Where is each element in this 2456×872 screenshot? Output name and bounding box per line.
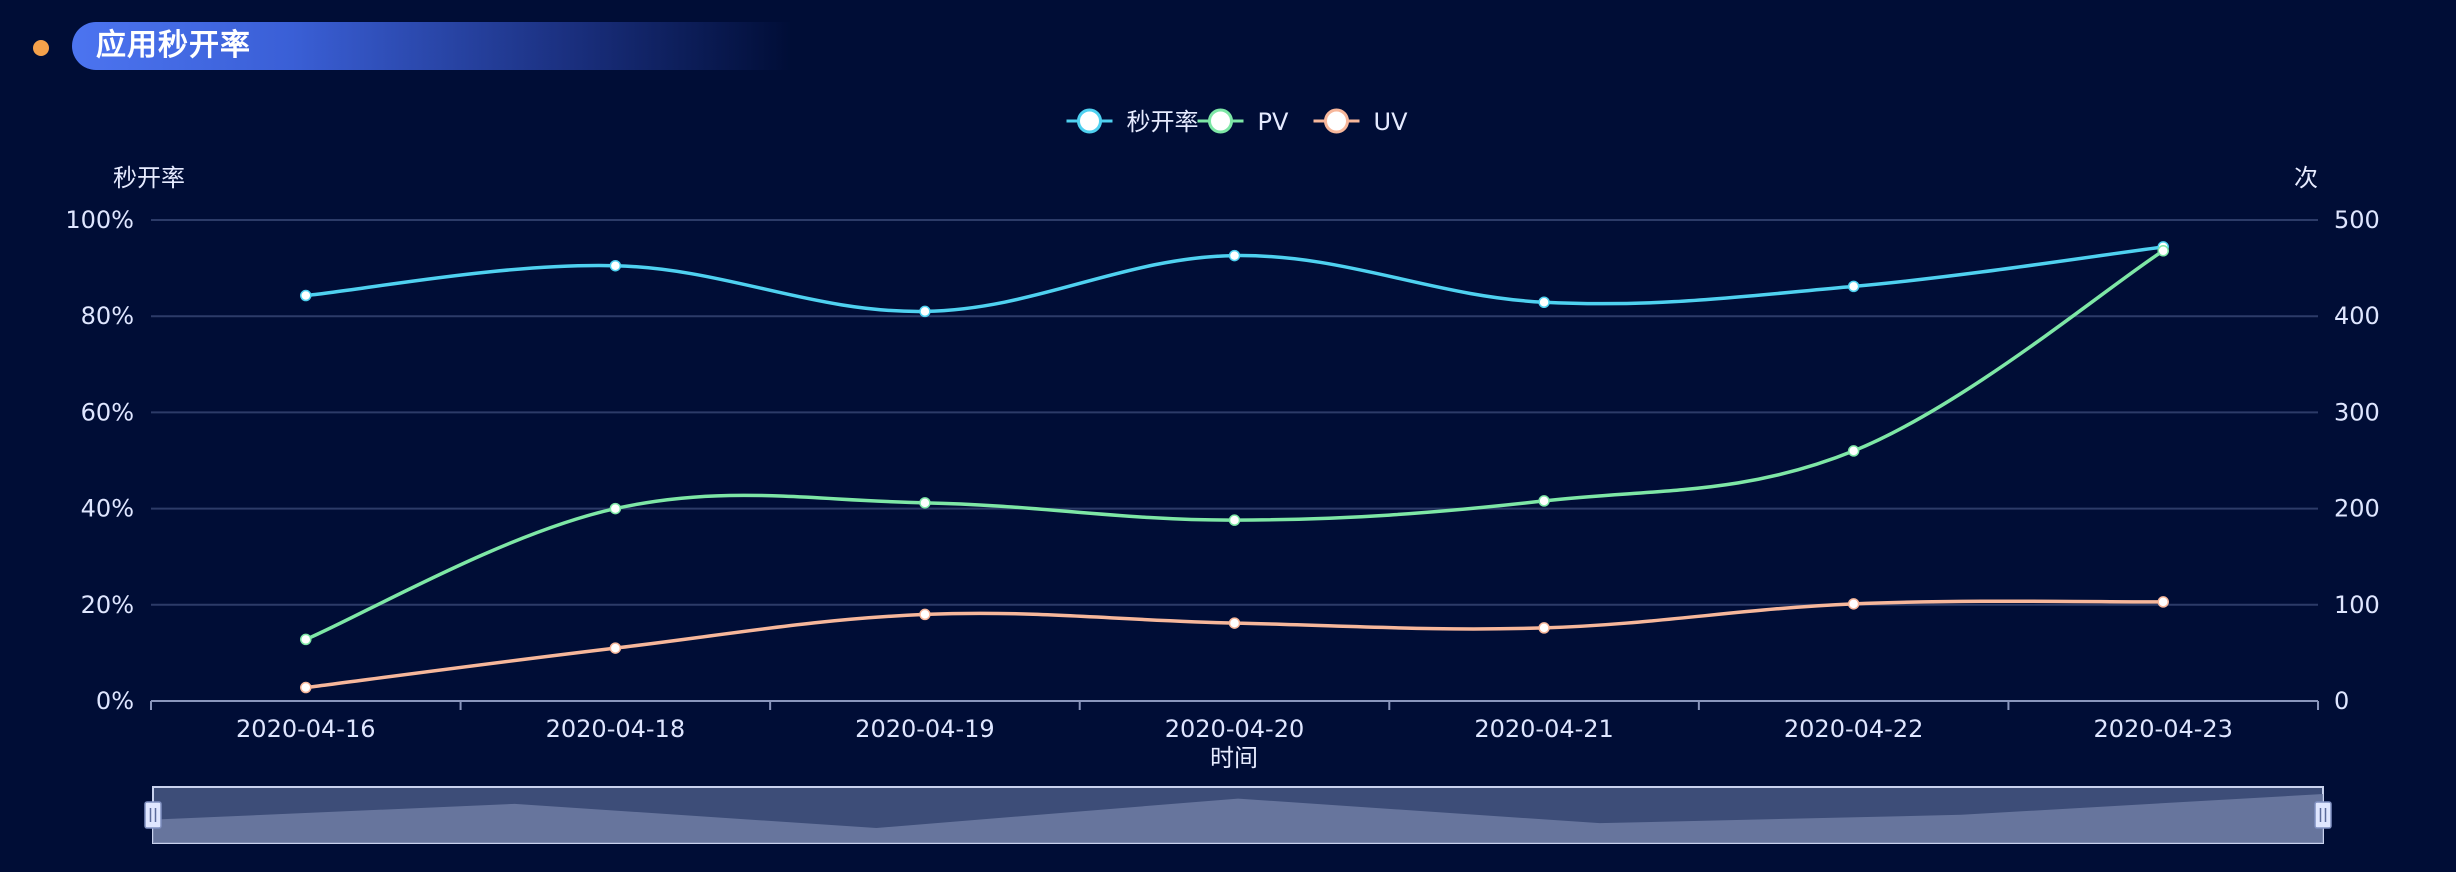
legend-item-2[interactable]: UV <box>1313 108 1409 136</box>
series-lines <box>300 241 2169 694</box>
data-point[interactable] <box>919 497 931 509</box>
chart-title: 应用秒开率 <box>96 28 251 63</box>
x-tick-label: 2020-04-19 <box>855 715 994 743</box>
data-point[interactable] <box>2157 596 2169 608</box>
data-point[interactable] <box>1228 249 1241 262</box>
grid-lines <box>151 219 2318 606</box>
zoom-preview-area <box>153 794 2323 843</box>
legend-item-1[interactable]: PV <box>1197 108 1289 136</box>
left-tick-label: 60% <box>81 398 134 426</box>
data-point[interactable] <box>1538 296 1550 309</box>
data-point[interactable] <box>609 502 622 515</box>
data-point[interactable] <box>1538 495 1550 507</box>
left-axis-label: 秒开率 <box>113 164 185 192</box>
legend-label: 秒开率 <box>1127 108 1199 136</box>
data-point[interactable] <box>300 289 312 302</box>
left-tick-label: 20% <box>81 591 134 619</box>
zoom-handle-body <box>2314 801 2332 829</box>
right-tick-label: 200 <box>2334 495 2380 523</box>
title-banner <box>72 22 1072 70</box>
title-bullet-dot <box>33 40 49 56</box>
chart-header: 应用秒开率 <box>0 0 1100 90</box>
data-point[interactable] <box>919 305 931 318</box>
zoom-handle-left[interactable] <box>144 801 162 829</box>
right-axis-label: 次 <box>2294 164 2318 192</box>
data-point[interactable] <box>1538 622 1550 634</box>
x-tick-label: 2020-04-22 <box>1784 715 1923 743</box>
zoom-handle-right[interactable] <box>2314 801 2332 829</box>
data-point[interactable] <box>919 608 931 621</box>
x-axis-label: 时间 <box>1210 744 1258 772</box>
series-line-1 <box>305 249 2165 642</box>
series-line-2 <box>305 599 2164 690</box>
data-point[interactable] <box>1847 445 1860 457</box>
legend-label: PV <box>1258 108 1289 136</box>
legend-item-0[interactable]: 秒开率 <box>1066 108 1199 136</box>
data-point[interactable] <box>300 633 312 646</box>
x-axis: 2020-04-16 2020-04-18 2020-04-19 2020-04-20… <box>150 700 2319 743</box>
data-point[interactable] <box>2157 245 2169 257</box>
legend-marker <box>1077 108 1102 134</box>
data-point[interactable] <box>1847 280 1860 293</box>
data-point[interactable] <box>1847 598 1860 610</box>
data-point[interactable] <box>609 259 622 272</box>
x-tick-label: 2020-04-16 <box>236 715 375 743</box>
data-zoom-slider[interactable] <box>144 786 2332 844</box>
legend-marker <box>1208 108 1233 134</box>
right-tick-label: 0 <box>2334 687 2349 715</box>
left-tick-label: 40% <box>81 495 134 523</box>
left-axis-ticks: 0% 20% 40% 60% 80% 100% <box>65 206 134 715</box>
x-tick-label: 2020-04-18 <box>546 715 685 743</box>
x-tick-label: 2020-04-21 <box>1474 715 1613 743</box>
right-tick-label: 100 <box>2334 591 2380 619</box>
x-tick-label: 2020-04-20 <box>1165 715 1304 743</box>
left-tick-label: 100% <box>65 206 134 234</box>
right-tick-label: 400 <box>2334 302 2380 330</box>
right-axis-ticks: 0 100 200 300 400 500 <box>2334 206 2380 715</box>
data-point[interactable] <box>1228 617 1241 629</box>
legend[interactable]: 秒开率 PV UV <box>1066 108 1409 136</box>
left-tick-label: 80% <box>81 302 134 330</box>
right-tick-label: 500 <box>2334 206 2380 234</box>
data-point[interactable] <box>300 681 312 694</box>
legend-label: UV <box>1374 108 1409 136</box>
data-point[interactable] <box>1228 514 1241 526</box>
legend-marker <box>1324 108 1349 134</box>
zoom-handle-body <box>144 801 162 829</box>
data-point[interactable] <box>609 642 622 654</box>
x-tick-label: 2020-04-23 <box>2093 715 2232 743</box>
left-tick-label: 0% <box>96 687 134 715</box>
right-tick-label: 300 <box>2334 398 2380 426</box>
